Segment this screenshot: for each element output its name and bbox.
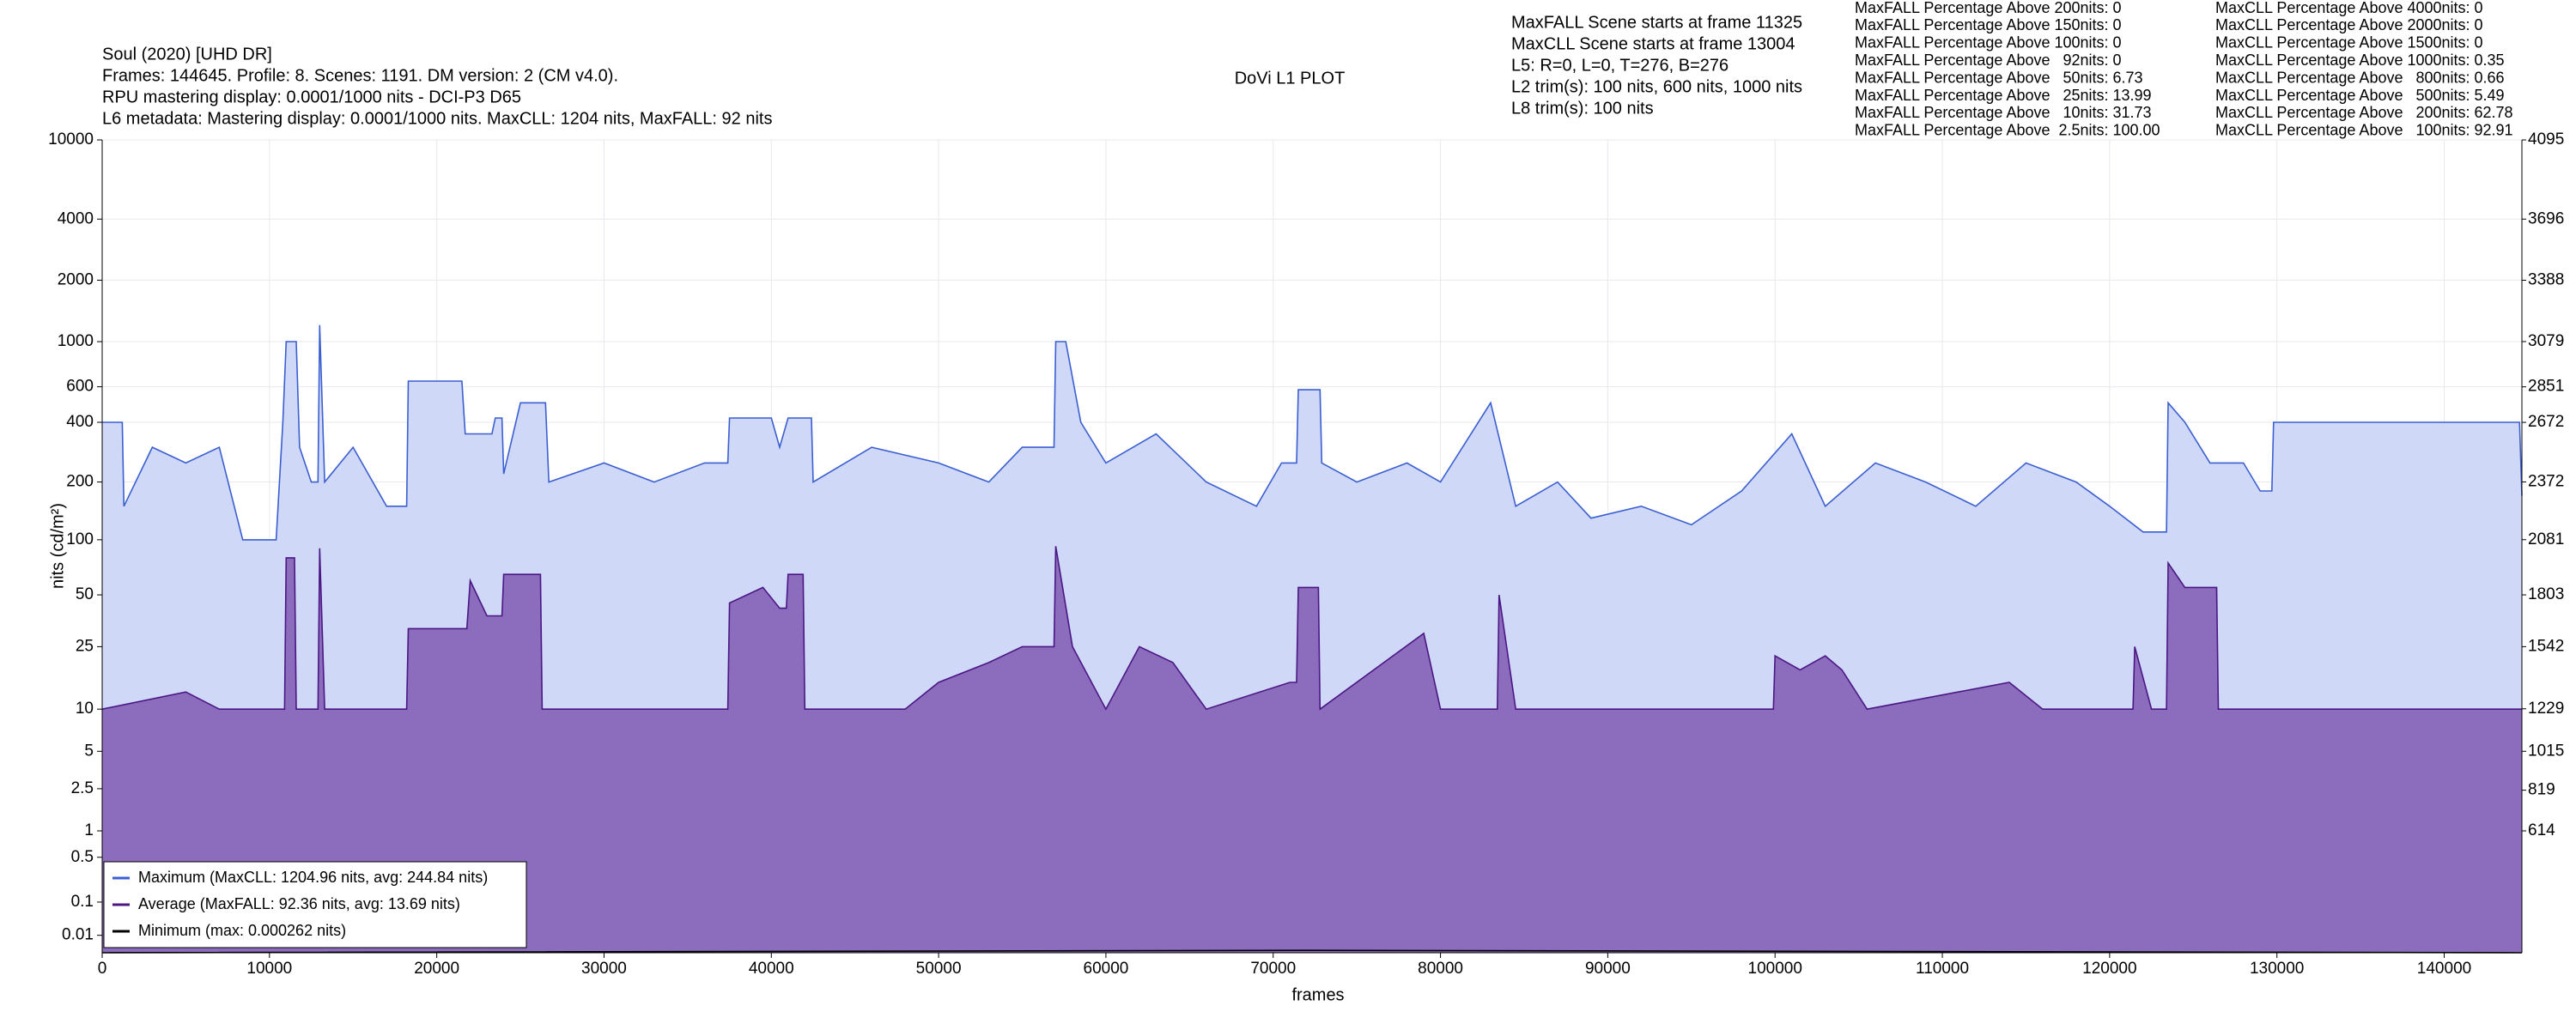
legend-label: Maximum (MaxCLL: 1204.96 nits, avg: 244.…	[138, 869, 488, 886]
scene-line: MaxFALL Scene starts at frame 11325	[1511, 13, 1802, 32]
info-line: Soul (2020) [UHD DR]	[102, 45, 272, 64]
fall-stat: MaxFALL Percentage Above 200nits: 0	[1855, 0, 2122, 16]
y-tick-label: 100	[66, 530, 94, 548]
x-axis-label: frames	[1291, 985, 1344, 1004]
fall-stat: MaxFALL Percentage Above 25nits: 13.99	[1855, 87, 2152, 104]
scene-line: L5: R=0, L=0, T=276, B=276	[1511, 56, 1728, 75]
x-tick-label: 10000	[246, 960, 292, 978]
y-tick-label: 5	[84, 742, 94, 760]
info-line: Frames: 144645. Profile: 8. Scenes: 1191…	[102, 66, 618, 85]
y-tick-label: 400	[66, 413, 94, 431]
y2-tick-label: 614	[2528, 821, 2555, 839]
area-fill	[102, 546, 2522, 953]
y2-tick-label: 2372	[2528, 472, 2564, 490]
scene-line: L2 trim(s): 100 nits, 600 nits, 1000 nit…	[1511, 77, 1802, 96]
fall-stat: MaxFALL Percentage Above 100nits: 0	[1855, 34, 2122, 52]
fall-stat: MaxFALL Percentage Above 50nits: 6.73	[1855, 69, 2143, 86]
y-tick-label: 2000	[58, 270, 94, 288]
cll-stat: MaxCLL Percentage Above 800nits: 0.66	[2215, 69, 2505, 86]
y2-tick-label: 1229	[2528, 700, 2564, 718]
legend-box	[103, 861, 527, 948]
y-tick-label: 1	[84, 821, 94, 839]
x-tick-label: 100000	[1748, 960, 1802, 978]
y2-tick-label: 2081	[2528, 530, 2564, 548]
y-axis-label: nits (cd/m²)	[48, 503, 67, 589]
y2-tick-label: 2851	[2528, 378, 2564, 396]
x-tick-label: 110000	[1916, 960, 1969, 978]
y-tick-label: 600	[66, 378, 94, 396]
legend: Maximum (MaxCLL: 1204.96 nits, avg: 244.…	[103, 861, 527, 948]
x-tick-label: 60000	[1084, 960, 1129, 978]
x-tick-label: 20000	[414, 960, 459, 978]
legend-label: Minimum (max: 0.000262 nits)	[138, 922, 346, 939]
y2-tick-label: 3079	[2528, 332, 2564, 350]
fall-stat: MaxFALL Percentage Above 150nits: 0	[1855, 16, 2122, 33]
y-tick-label: 10000	[48, 130, 94, 148]
y-tick-label: 50	[76, 585, 94, 603]
legend-label: Average (MaxFALL: 92.36 nits, avg: 13.69…	[138, 895, 460, 912]
series-line	[102, 324, 2523, 541]
y2-tick-label: 1542	[2528, 637, 2564, 655]
cll-stat: MaxCLL Percentage Above 4000nits: 0	[2215, 0, 2483, 16]
y-tick-label: 10	[76, 700, 94, 718]
cll-stat: MaxCLL Percentage Above 200nits: 62.78	[2215, 104, 2513, 121]
x-tick-label: 130000	[2250, 960, 2304, 978]
y-tick-label: 0.1	[71, 893, 94, 911]
x-tick-label: 30000	[581, 960, 627, 978]
cll-stat: MaxCLL Percentage Above 1500nits: 0	[2215, 34, 2483, 52]
info-line: L6 metadata: Mastering display: 0.0001/1…	[102, 109, 772, 128]
series-line	[101, 546, 2522, 711]
y2-tick-label: 1015	[2528, 742, 2564, 760]
y2-tick-label: 2672	[2528, 413, 2564, 431]
x-tick-label: 50000	[916, 960, 962, 978]
y2-tick-label: 3388	[2528, 271, 2564, 289]
chart-title: DoVi L1 PLOT	[1235, 69, 1346, 88]
series-line	[101, 949, 2523, 954]
y-tick-label: 0.5	[71, 848, 94, 866]
cll-stat: MaxCLL Percentage Above 1000nits: 0.35	[2215, 52, 2505, 69]
x-tick-label: 80000	[1418, 960, 1463, 978]
fall-stat: MaxFALL Percentage Above 10nits: 31.73	[1855, 104, 2152, 121]
fall-stat: MaxFALL Percentage Above 2.5nits: 100.00	[1855, 122, 2160, 139]
y-tick-label: 0.01	[62, 926, 94, 944]
x-tick-label: 40000	[749, 960, 794, 978]
scene-line: L8 trim(s): 100 nits	[1511, 99, 1654, 118]
y-tick-label: 2.5	[71, 779, 94, 797]
x-tick-label: 120000	[2082, 960, 2136, 978]
x-tick-label: 90000	[1585, 960, 1631, 978]
y2-tick-label: 3696	[2528, 209, 2564, 227]
y-tick-label: 4000	[58, 209, 94, 227]
y2-tick-label: 1803	[2528, 585, 2564, 603]
cll-stat: MaxCLL Percentage Above 100nits: 92.91	[2215, 122, 2513, 139]
y-tick-label: 1000	[58, 332, 94, 350]
cll-stat: MaxCLL Percentage Above 500nits: 5.49	[2215, 87, 2505, 104]
x-tick-label: 140000	[2417, 960, 2471, 978]
y2-tick-label: 4095	[2528, 130, 2564, 148]
fall-stat: MaxFALL Percentage Above 92nits: 0	[1855, 52, 2122, 69]
cll-stat: MaxCLL Percentage Above 2000nits: 0	[2215, 16, 2483, 33]
scene-line: MaxCLL Scene starts at frame 13004	[1511, 34, 1795, 53]
info-line: RPU mastering display: 0.0001/1000 nits …	[102, 88, 521, 106]
y-tick-label: 200	[66, 473, 94, 491]
y2-tick-label: 819	[2528, 781, 2555, 799]
y-tick-label: 25	[76, 637, 94, 655]
x-tick-label: 70000	[1250, 960, 1296, 978]
x-tick-label: 0	[98, 960, 107, 978]
